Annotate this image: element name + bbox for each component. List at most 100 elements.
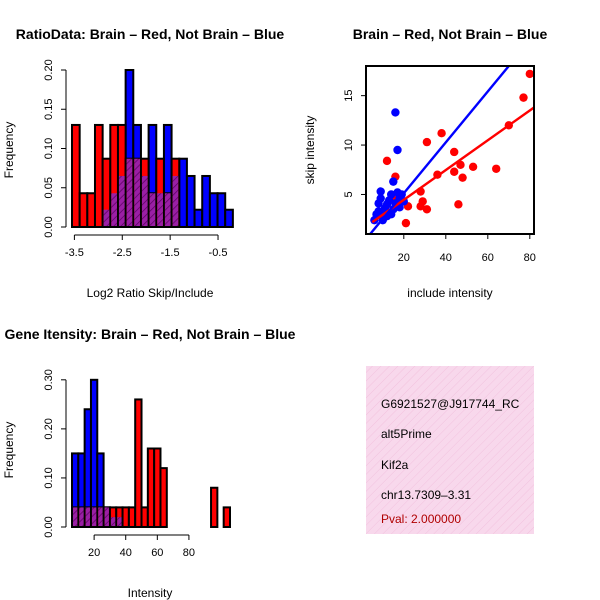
ratio-histogram-axes: 0.00 0.05 0.10 0.15 0.20 -3.5 -2.5 -1.5 -0.5 [43, 59, 228, 259]
y-tick-label: 0.20 [43, 418, 55, 439]
ratio-histogram-bars [71, 69, 234, 229]
point-brain [422, 205, 432, 214]
y-tick-label: 0.15 [43, 99, 55, 120]
x-tick-label: 80 [524, 252, 536, 264]
bar-brain [93, 123, 104, 228]
bar-not-brain [216, 192, 227, 228]
bar-overlap [172, 175, 179, 226]
x-tick-label: -0.5 [209, 247, 228, 259]
x-tick-label: -1.5 [161, 247, 180, 259]
scatter-title: Brain – Red, Not Brain – Blue [353, 26, 548, 42]
bar-overlap [111, 193, 117, 226]
scatter-panel: Brain – Red, Not Brain – Blue 5 10 15 20 40 6… [303, 26, 547, 300]
bar-brain [210, 486, 219, 528]
info-gene-name: Kif2a [381, 458, 409, 472]
bar-not-brain [185, 174, 196, 229]
scatter-plot-area: 5 10 15 20 40 60 80 [343, 65, 536, 264]
point-brain [422, 137, 432, 147]
y-tick-label: 0.20 [43, 59, 55, 80]
ratio-histogram-xlabel: Log2 Ratio Skip/Include [87, 286, 214, 300]
point-brain [382, 156, 392, 166]
bar-overlap [79, 507, 84, 526]
bar-overlap [126, 158, 133, 226]
x-tick-label: 20 [398, 252, 410, 264]
point-not-brain [374, 199, 383, 208]
info-event-id: G6921527@J917744_RC [381, 397, 520, 411]
point-brain [450, 147, 459, 157]
bar-overlap [149, 193, 156, 226]
point-not-brain [391, 108, 400, 117]
y-tick-label: 0.00 [43, 516, 55, 537]
point-brain [519, 93, 528, 102]
point-brain [468, 162, 478, 171]
x-tick-label: 40 [440, 252, 452, 264]
intensity-histogram-bars [71, 378, 231, 528]
scatter-ylabel: skip intensity [303, 116, 317, 185]
point-not-brain [389, 177, 398, 186]
bar-brain [71, 123, 81, 228]
point-brain [437, 129, 446, 138]
x-tick-label: 80 [183, 547, 195, 559]
bar-overlap [117, 517, 122, 526]
bar-overlap [110, 517, 116, 526]
point-brain [450, 167, 459, 176]
info-pval: Pval: 2.000000 [381, 512, 461, 526]
y-tick-label: 10 [343, 139, 355, 151]
point-not-brain [393, 145, 402, 155]
y-tick-label: 15 [343, 90, 355, 102]
x-tick-label: -3.5 [65, 247, 84, 259]
fit-line-brain [371, 106, 534, 224]
info-panel: G6921527@J917744_RC alt5Prime Kif2a chr1… [366, 366, 534, 534]
point-not-brain [376, 187, 385, 196]
bar-brain [159, 467, 168, 528]
scatter-frame [365, 65, 535, 235]
bar-brain [78, 192, 89, 228]
point-brain [454, 200, 463, 209]
info-clip-mask [534, 380, 600, 420]
bar-overlap [104, 507, 109, 526]
ratio-histogram-ylabel: Frequency [2, 122, 16, 179]
ratio-histogram-title: RatioData: Brain – Red, Not Brain – Blue [16, 26, 285, 42]
scatter-clip-group [369, 66, 534, 234]
point-brain [401, 218, 411, 228]
bar-not-brain [193, 208, 204, 228]
point-brain [492, 164, 501, 173]
bar-overlap [98, 507, 103, 526]
x-tick-label: 40 [120, 547, 132, 559]
x-tick-label: 60 [151, 547, 163, 559]
info-event-type: alt5Prime [381, 427, 432, 441]
y-tick-label: 0.10 [43, 467, 55, 488]
intensity-histogram-panel: Gene Itensity: Brain – Red, Not Brain – … [2, 326, 296, 600]
fit-line-not-brain [369, 66, 510, 234]
bar-overlap [85, 507, 90, 526]
point-brain [416, 202, 425, 211]
info-background [366, 366, 534, 534]
bar-not-brain [201, 174, 211, 229]
y-tick-label: 0.05 [43, 177, 55, 198]
bar-brain [134, 398, 143, 528]
bar-overlap [141, 175, 148, 226]
x-tick-label: 60 [482, 252, 494, 264]
y-tick-label: 0.10 [43, 138, 55, 159]
intensity-histogram-title: Gene Itensity: Brain – Red, Not Brain – … [5, 326, 296, 342]
bar-overlap [91, 507, 97, 526]
ratio-histogram-panel: RatioData: Brain – Red, Not Brain – Blue… [2, 26, 284, 300]
intensity-histogram-xlabel: Intensity [128, 586, 173, 600]
bar-overlap [164, 193, 171, 226]
bar-brain [222, 506, 231, 528]
info-location: chr13.7309–3.31 [381, 488, 471, 502]
bar-overlap [134, 158, 140, 226]
bar-not-brain [224, 208, 234, 228]
bar-not-brain [208, 192, 219, 228]
bar-not-brain [178, 157, 188, 228]
scatter-xlabel: include intensity [407, 286, 492, 300]
bar-overlap [118, 175, 125, 226]
intensity-histogram-axes: 0.00 0.10 0.20 0.30 20 40 60 80 [43, 369, 195, 559]
bar-overlap [103, 209, 110, 226]
bar-overlap [157, 193, 163, 226]
point-brain [525, 69, 534, 79]
point-brain [456, 160, 465, 170]
y-tick-label: 5 [343, 191, 355, 197]
intensity-histogram-ylabel: Frequency [2, 422, 16, 479]
